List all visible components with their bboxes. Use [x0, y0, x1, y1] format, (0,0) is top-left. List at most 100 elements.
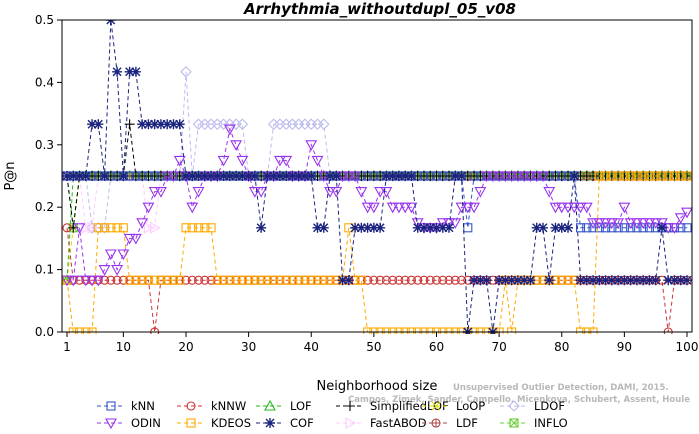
legend-label: COF: [290, 416, 314, 430]
point-knnw: [375, 275, 385, 285]
point-fastabod: [87, 221, 99, 234]
x-tick-label: 30: [241, 340, 256, 354]
point-kdeos: [269, 275, 279, 285]
point-odin: [123, 233, 136, 245]
point-odin: [436, 218, 449, 229]
point-odin: [62, 275, 73, 287]
point-cof: [356, 222, 367, 233]
point-odin: [612, 218, 625, 229]
point-odin: [555, 202, 568, 214]
point-odin: [342, 171, 355, 183]
point-odin: [461, 202, 474, 214]
legend-marker: [186, 418, 196, 428]
point-cof: [469, 275, 480, 286]
point-cof: [606, 275, 617, 286]
point-cof: [581, 275, 592, 286]
point-cof: [99, 171, 110, 181]
legend-label: KDEOS: [211, 416, 251, 430]
point-odin: [681, 207, 693, 219]
point-cof: [249, 171, 260, 181]
point-knnw: [431, 275, 442, 285]
point-odin: [73, 223, 86, 234]
legend-item-knnw: kNNW: [177, 399, 246, 413]
point-knnw: [413, 275, 423, 285]
point-ldof: [236, 118, 249, 130]
point-odin: [574, 202, 587, 214]
point-kdeos: [613, 171, 623, 181]
point-knnw: [193, 275, 204, 285]
point-cof: [281, 171, 292, 181]
point-cof: [675, 275, 686, 286]
point-cof: [237, 171, 248, 181]
point-kdeos: [93, 223, 103, 233]
point-cof: [537, 222, 548, 233]
point-cof: [663, 275, 674, 286]
legend-label: SimplifiedLOF: [370, 399, 449, 413]
point-kdeos: [100, 223, 110, 233]
legend-item-odin: ODIN: [97, 416, 161, 430]
point-cof: [124, 66, 135, 77]
point-odin: [248, 187, 261, 198]
point-odin: [311, 155, 324, 167]
point-kdeos: [112, 223, 122, 233]
point-kdeos: [256, 275, 266, 285]
point-cof: [268, 171, 279, 181]
point-odin: [668, 223, 681, 234]
point-kdeos: [237, 275, 247, 285]
point-cof: [475, 275, 486, 286]
legend-marker: [509, 418, 519, 428]
point-knn: [626, 223, 636, 233]
point-odin: [605, 218, 618, 229]
y-axis: 0.0 0.1 0.2 0.3 0.4 0.5: [35, 13, 62, 339]
legend-marker: [345, 401, 355, 411]
point-kdeos: [219, 275, 229, 285]
y-tick-label: 0.5: [35, 13, 54, 27]
point-cof: [199, 171, 210, 181]
x-tick-label: 80: [554, 340, 569, 354]
point-knnw: [112, 275, 122, 285]
point-odin: [361, 202, 374, 214]
legend-marker: [508, 400, 520, 412]
point-cof: [375, 222, 386, 233]
point-knn: [644, 223, 654, 233]
y-tick-label: 0.0: [35, 325, 54, 339]
point-knnw: [206, 275, 216, 285]
point-knn: [463, 223, 473, 233]
point-kdeos: [187, 223, 197, 233]
point-odin: [330, 187, 343, 198]
point-cof: [450, 171, 461, 181]
point-odin: [480, 171, 493, 183]
point-knnw: [106, 275, 116, 285]
legend-label: ODIN: [131, 416, 161, 430]
y-axis-label: P@n: [3, 161, 18, 190]
point-odin: [367, 202, 380, 214]
point-cof: [594, 275, 605, 286]
point-odin: [374, 187, 387, 198]
point-cof: [68, 171, 79, 181]
point-cof: [287, 171, 298, 181]
x-tick-label: 10: [116, 340, 131, 354]
point-knnw: [438, 275, 448, 285]
legend-marker: [431, 418, 441, 428]
x-axis-label: Neighborhood size: [317, 379, 438, 394]
y-tick-label: 0.1: [35, 263, 54, 277]
legend-item-inflo: INFLO: [500, 416, 568, 430]
point-cof: [306, 171, 317, 181]
point-odin: [537, 171, 549, 183]
point-odin: [392, 202, 405, 214]
point-cof: [531, 222, 542, 233]
point-cof: [544, 275, 555, 286]
point-cof: [481, 275, 492, 286]
series-ldof: [62, 66, 693, 234]
x-tick-label: 90: [617, 340, 632, 354]
point-knn: [588, 223, 598, 233]
point-cof: [418, 222, 429, 233]
point-odin: [136, 218, 149, 229]
x-tick-label: 1: [63, 340, 71, 354]
legend-label: LDF: [456, 416, 478, 430]
point-cof: [206, 171, 217, 181]
point-odin: [518, 171, 531, 183]
point-cof: [143, 119, 154, 130]
point-odin: [324, 187, 336, 198]
